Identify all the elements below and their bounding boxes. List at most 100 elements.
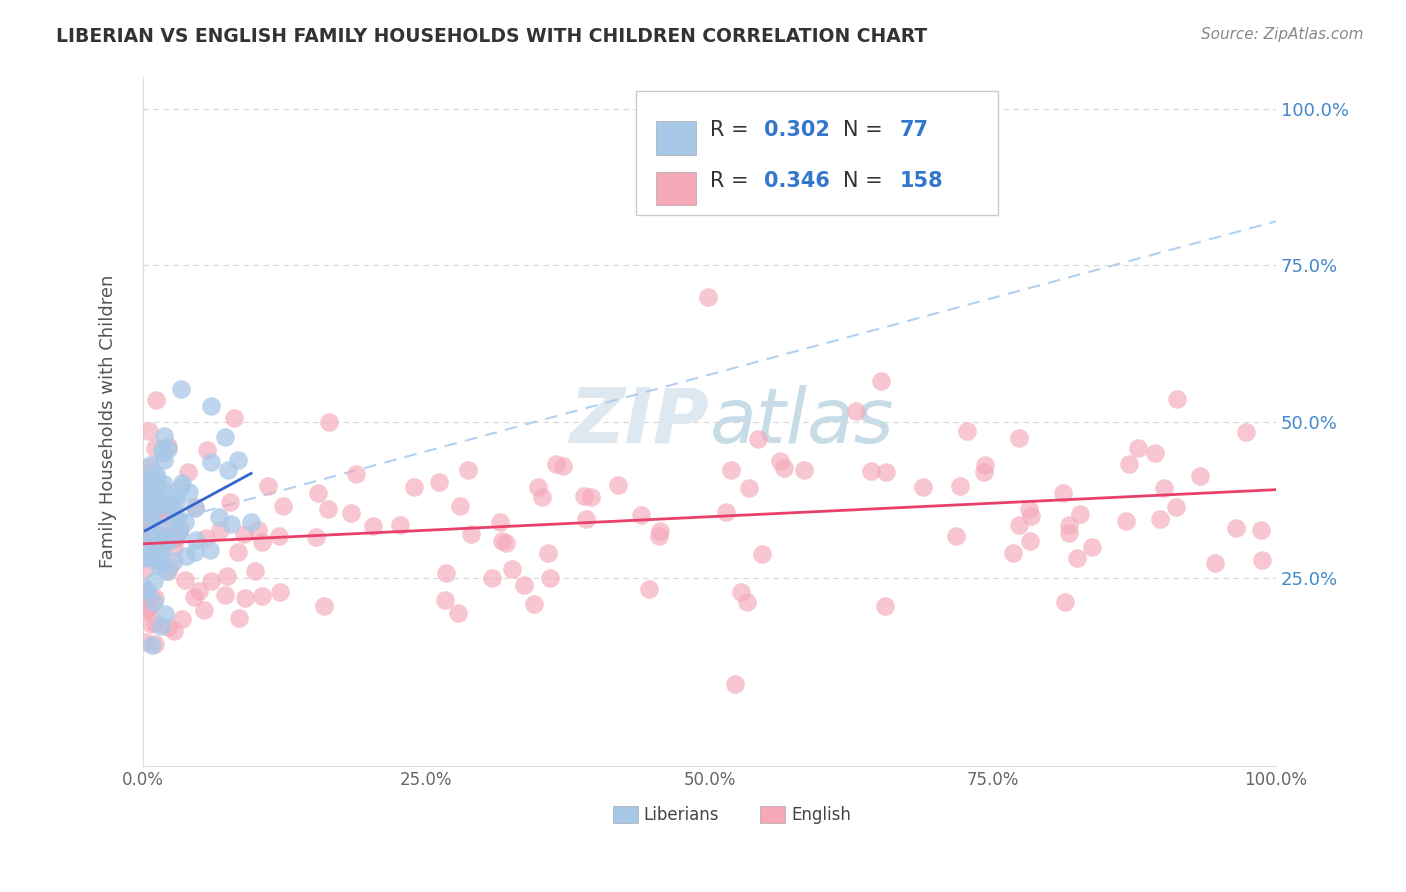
Point (457, 463, 479, 477)
Point (1234, 425, 1257, 439)
Point (145, 471, 167, 485)
Point (501, 562, 523, 576)
Point (174, 573, 197, 587)
Text: 0.302: 0.302 (763, 120, 830, 140)
Point (536, 546, 558, 560)
Point (138, 424, 160, 438)
Point (574, 512, 596, 526)
Point (143, 615, 166, 630)
Point (579, 491, 602, 505)
Point (139, 599, 162, 613)
Point (142, 492, 165, 507)
Point (155, 501, 177, 516)
Point (184, 501, 207, 516)
Point (167, 526, 190, 541)
Point (153, 607, 176, 621)
Point (145, 442, 167, 456)
Point (153, 428, 176, 442)
Point (538, 571, 561, 585)
Point (149, 493, 172, 508)
Point (139, 459, 162, 474)
Point (1250, 552, 1272, 566)
Point (150, 556, 173, 570)
Point (551, 459, 574, 474)
Point (141, 638, 163, 652)
Point (134, 483, 156, 498)
Point (1057, 525, 1080, 540)
Point (1080, 540, 1102, 554)
Point (145, 393, 167, 408)
Point (648, 529, 671, 543)
Point (318, 415, 340, 429)
Point (1001, 546, 1024, 560)
Point (157, 533, 180, 548)
Point (193, 603, 215, 617)
Point (139, 590, 162, 604)
Point (184, 500, 207, 514)
Point (214, 430, 236, 444)
Point (523, 597, 546, 611)
Point (200, 399, 222, 413)
Text: English: English (792, 805, 851, 823)
Point (250, 589, 273, 603)
Point (512, 578, 534, 592)
Point (174, 549, 197, 563)
Text: 0.346: 0.346 (763, 170, 830, 191)
Point (135, 546, 157, 560)
Point (434, 566, 457, 580)
Point (481, 571, 503, 585)
Point (361, 518, 384, 533)
Text: Source: ZipAtlas.com: Source: ZipAtlas.com (1201, 27, 1364, 42)
Text: 77: 77 (900, 120, 929, 140)
Point (217, 463, 239, 477)
Point (1115, 514, 1137, 528)
Point (172, 475, 194, 490)
Point (638, 582, 661, 597)
FancyBboxPatch shape (657, 121, 696, 154)
Point (163, 531, 186, 545)
Point (167, 511, 190, 525)
Point (134, 497, 156, 511)
Point (142, 574, 165, 588)
Point (1166, 392, 1188, 407)
Point (544, 457, 567, 471)
Point (157, 564, 180, 578)
Point (912, 480, 935, 494)
Point (179, 485, 201, 500)
Point (186, 533, 208, 547)
Point (152, 509, 174, 524)
Text: ZIP: ZIP (569, 384, 710, 458)
Point (165, 533, 187, 547)
Point (195, 443, 218, 458)
Point (1204, 556, 1226, 570)
Point (143, 637, 166, 651)
Point (134, 603, 156, 617)
Point (235, 591, 257, 606)
Point (148, 536, 170, 550)
Point (188, 583, 211, 598)
Point (434, 593, 457, 607)
Point (152, 483, 174, 498)
Point (1126, 441, 1149, 455)
Point (973, 466, 995, 480)
Point (134, 504, 156, 518)
Point (1066, 550, 1088, 565)
Point (138, 489, 160, 503)
Point (402, 480, 425, 494)
Point (136, 473, 159, 487)
Point (793, 463, 815, 477)
Point (173, 515, 195, 529)
Point (344, 467, 367, 481)
Point (145, 591, 167, 605)
Point (314, 599, 336, 613)
Point (751, 547, 773, 561)
Point (149, 619, 172, 633)
Point (769, 454, 792, 468)
Point (136, 602, 159, 616)
Point (156, 564, 179, 578)
Point (145, 467, 167, 481)
Point (228, 611, 250, 625)
Text: Liberians: Liberians (644, 805, 720, 823)
Point (183, 590, 205, 604)
Point (250, 535, 273, 549)
